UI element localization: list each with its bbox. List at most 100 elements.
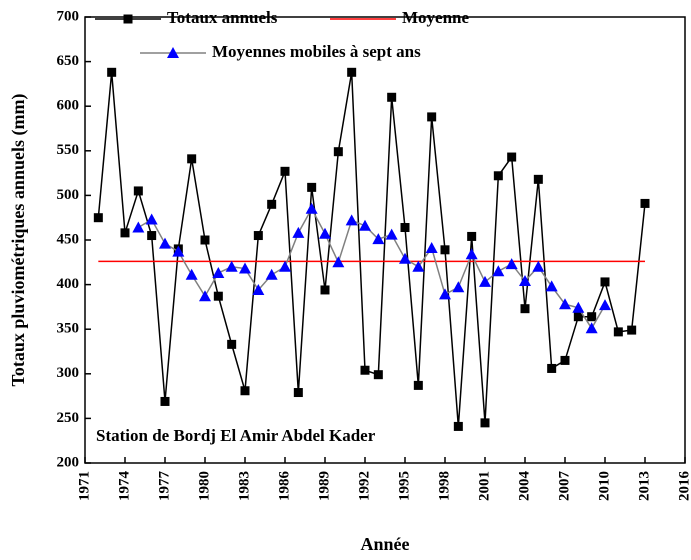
data-point [307, 182, 317, 192]
data-point [305, 202, 318, 214]
legend-label: Moyenne [402, 8, 470, 27]
data-point [480, 418, 490, 428]
x-tick-label: 2016 [676, 471, 691, 502]
data-point [333, 147, 343, 157]
data-point [320, 285, 330, 295]
y-tick-label: 700 [57, 8, 80, 24]
data-point [532, 260, 545, 272]
x-tick-label: 1989 [316, 471, 332, 501]
legend-label: Totaux annuels [167, 8, 278, 27]
data-point [467, 231, 477, 241]
data-point [572, 301, 585, 313]
data-point [212, 267, 225, 279]
x-tick-label: 2004 [516, 471, 532, 502]
data-point [587, 312, 597, 322]
data-point [147, 231, 157, 241]
data-point [465, 248, 478, 260]
x-tick-label: 2007 [556, 471, 572, 502]
data-point [253, 231, 263, 241]
data-point [545, 280, 558, 292]
data-point [547, 363, 557, 373]
data-point [279, 260, 291, 272]
legend-label: Moyennes mobiles à sept ans [212, 42, 421, 61]
data-point [213, 291, 223, 301]
y-tick-label: 250 [57, 410, 80, 426]
y-tick-label: 550 [57, 142, 80, 158]
y-tick-label: 200 [57, 454, 80, 470]
data-point [385, 228, 398, 240]
data-point [293, 388, 303, 398]
legend-marker [123, 14, 133, 24]
data-point [507, 152, 517, 162]
data-point [627, 325, 637, 335]
data-point [292, 226, 305, 238]
x-tick-label: 1974 [116, 471, 132, 502]
y-tick-label: 650 [57, 53, 80, 69]
data-point [412, 260, 425, 272]
data-point [452, 281, 465, 293]
data-point [520, 304, 530, 314]
data-point [425, 242, 438, 254]
x-tick-label: 1995 [396, 471, 412, 501]
data-point [493, 171, 503, 181]
x-tick-label: 1983 [236, 471, 252, 501]
data-point [93, 213, 103, 223]
data-point [225, 260, 238, 272]
y-tick-label: 400 [57, 276, 80, 292]
data-point [199, 290, 211, 302]
data-point [640, 198, 650, 208]
data-point [413, 380, 423, 390]
data-point [319, 227, 331, 239]
y-tick-label: 600 [57, 98, 80, 114]
data-point [265, 268, 278, 280]
data-point [560, 355, 570, 365]
data-point [359, 219, 371, 231]
x-tick-label: 1980 [196, 471, 212, 501]
data-point [187, 154, 197, 164]
x-tick-label: 1992 [356, 471, 372, 501]
data-point [132, 221, 145, 233]
data-point [600, 277, 610, 287]
data-point [239, 262, 251, 274]
data-point [439, 288, 451, 300]
y-tick-label: 450 [57, 231, 80, 247]
data-point [347, 67, 357, 77]
annotation: Station de Bordj El Amir Abdel Kader [96, 426, 376, 445]
data-point [172, 245, 185, 257]
data-point [573, 312, 583, 322]
data-point [252, 283, 265, 295]
data-point [519, 275, 531, 287]
data-point [440, 245, 450, 255]
data-point [400, 223, 410, 233]
data-point [492, 265, 505, 277]
x-tick-label: 1977 [156, 471, 172, 502]
x-axis-title: Année [361, 534, 410, 554]
data-point [332, 256, 345, 268]
data-point [399, 252, 411, 264]
data-point [145, 213, 158, 225]
y-tick-label: 350 [57, 321, 80, 337]
data-point [240, 386, 250, 396]
y-axis-title: Totaux pluviométriques annuels (mm) [8, 94, 29, 387]
data-point [372, 233, 385, 245]
data-point [427, 112, 437, 122]
data-point [479, 275, 491, 287]
data-point [373, 370, 383, 380]
data-point [585, 322, 598, 334]
data-point [453, 421, 463, 431]
y-tick-label: 500 [57, 187, 80, 203]
data-point [360, 365, 370, 375]
x-tick-label: 2013 [636, 471, 652, 501]
x-tick-label: 2001 [476, 471, 492, 501]
data-point [345, 214, 358, 226]
data-point [107, 67, 117, 77]
x-tick-label: 2010 [596, 471, 612, 501]
data-point [120, 228, 130, 238]
data-point [200, 235, 210, 245]
data-point [185, 268, 198, 280]
x-tick-label: 1986 [276, 471, 292, 502]
data-point [387, 92, 397, 102]
x-tick-label: 1971 [76, 471, 92, 501]
data-point [267, 199, 277, 209]
